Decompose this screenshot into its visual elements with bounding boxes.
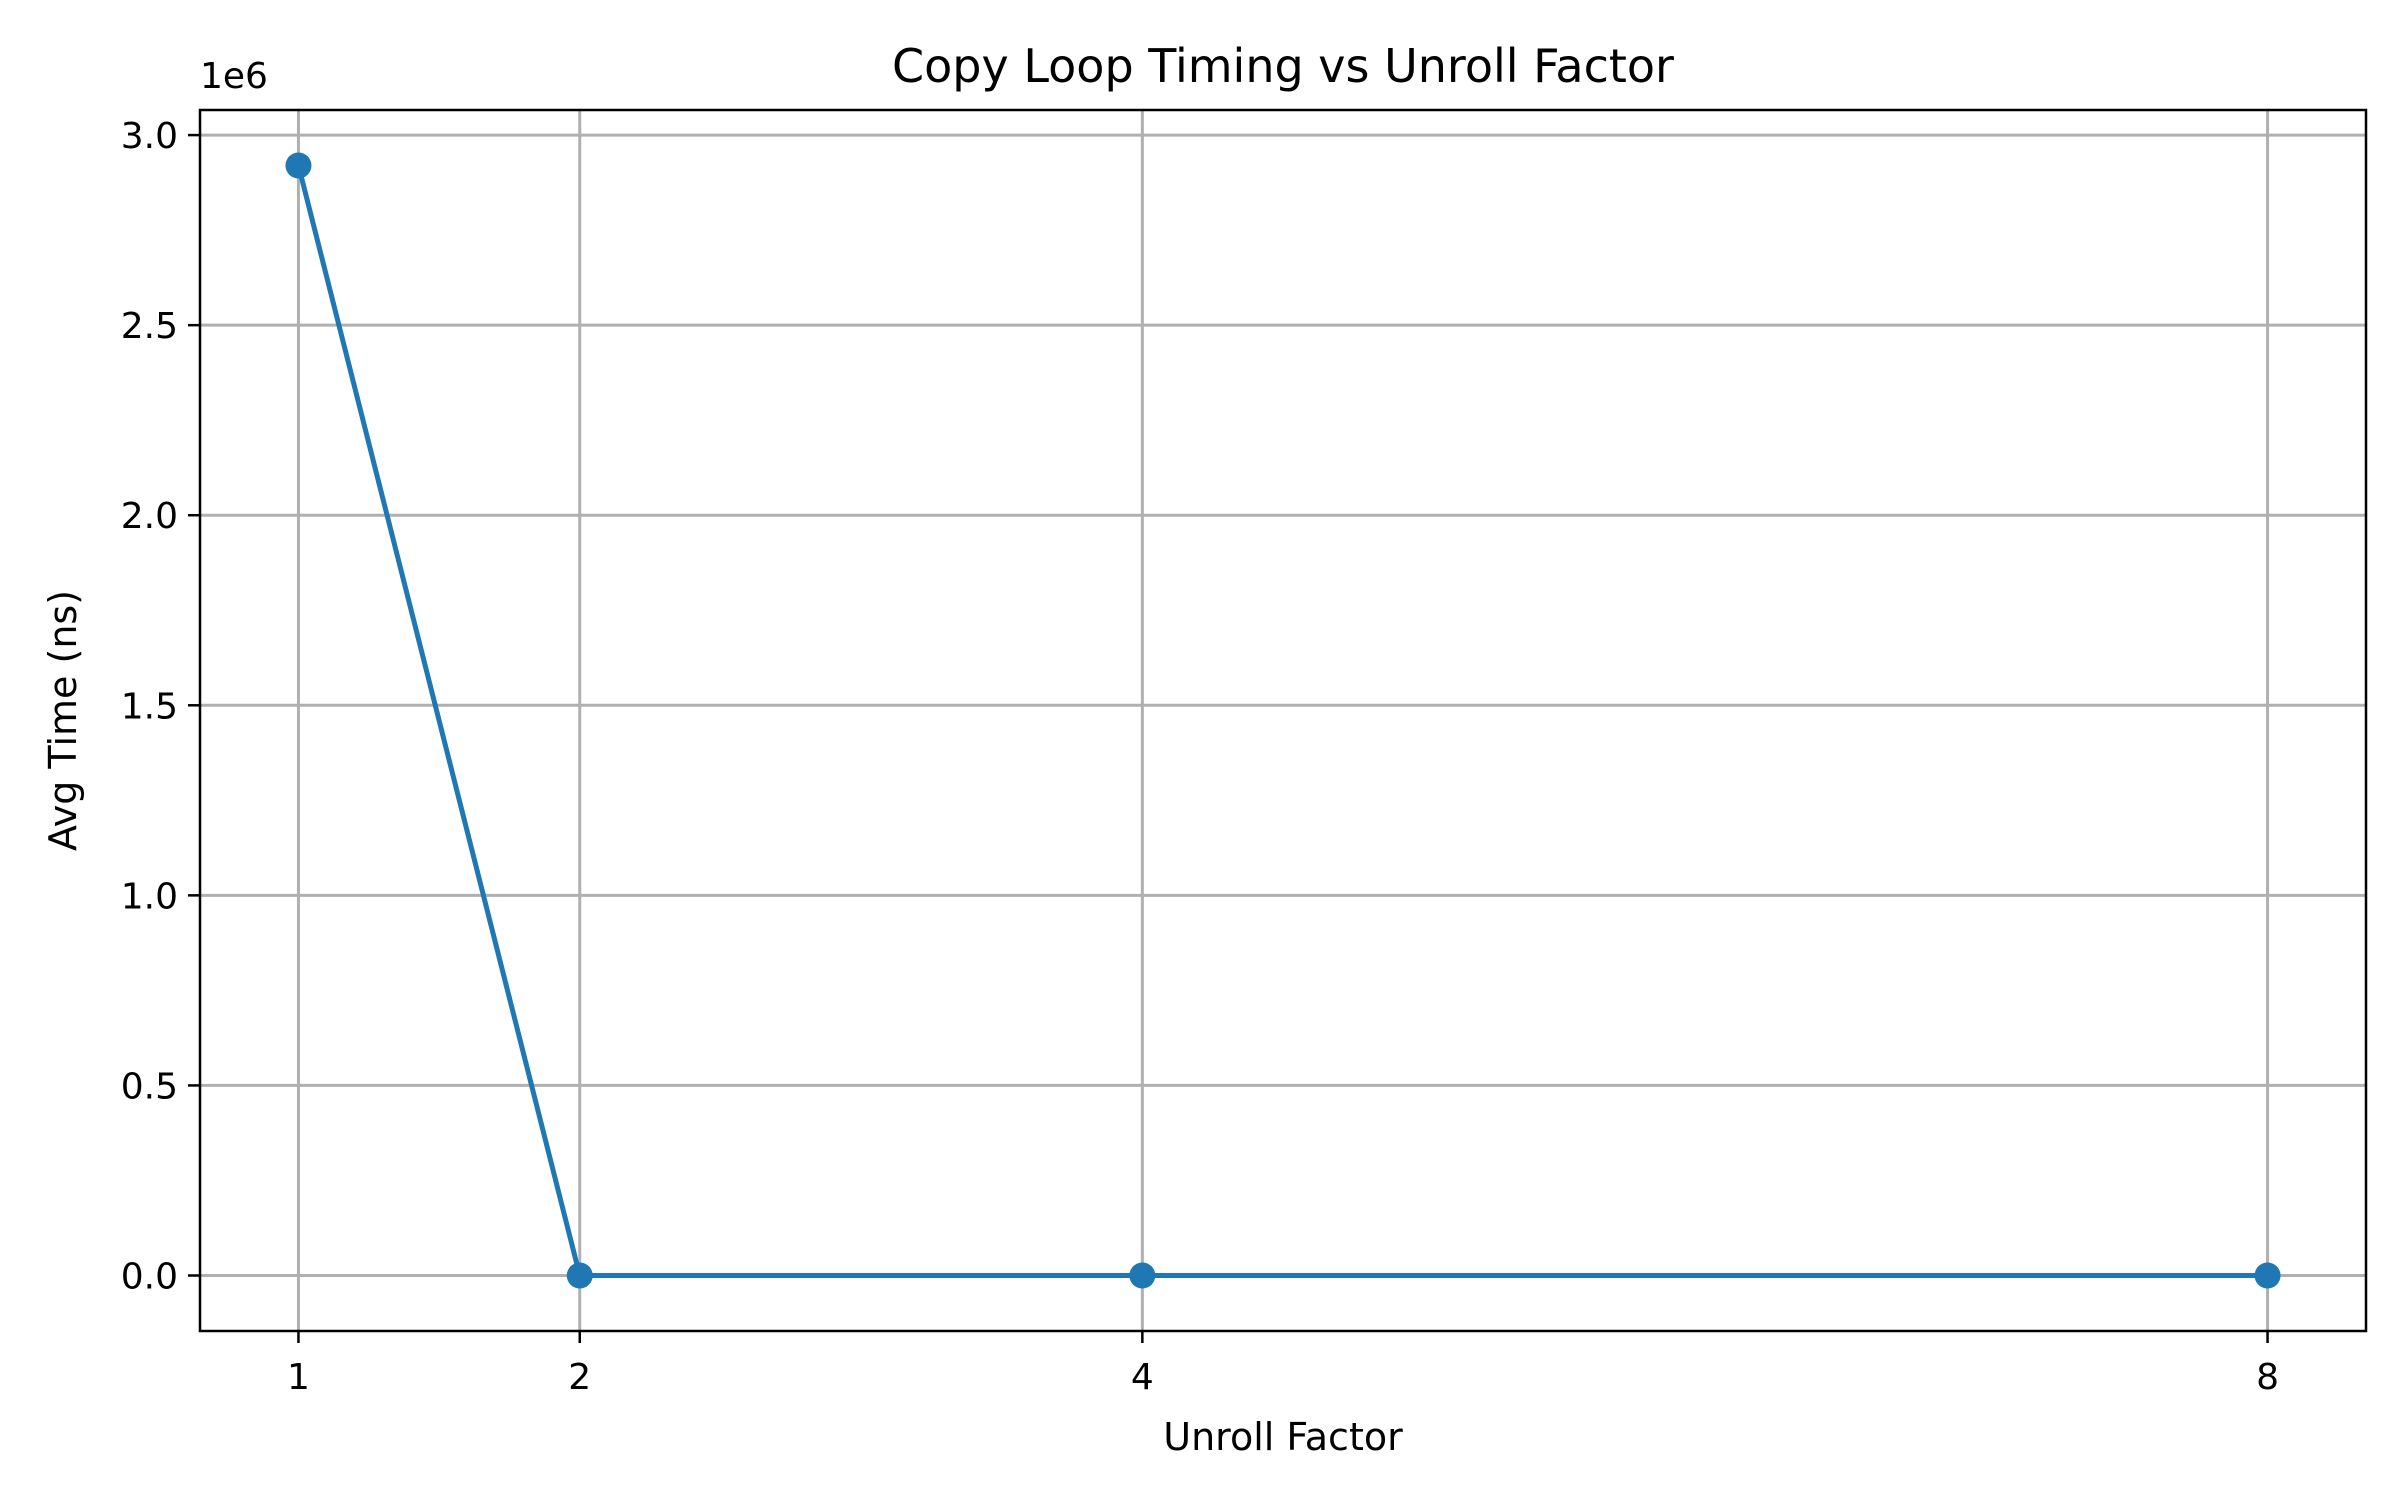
x-axis-label: Unroll Factor xyxy=(1163,1415,1403,1459)
data-point xyxy=(2254,1262,2281,1289)
data-point xyxy=(285,152,312,179)
y-tick-label: 2.0 xyxy=(121,496,178,537)
axis-ticks: 1 2 4 8 0.0 0.5 1.0 1.5 2.0 2.5 3.0 xyxy=(121,116,2279,1398)
y-axis-label: Avg Time (ns) xyxy=(41,590,85,851)
x-tick-label: 1 xyxy=(287,1357,310,1398)
data-point xyxy=(1129,1262,1156,1289)
grid-lines xyxy=(200,110,2366,1331)
series-line xyxy=(296,164,2268,1278)
plot-frame xyxy=(198,108,2368,1333)
x-tick-label: 2 xyxy=(568,1357,591,1398)
x-tick-label: 8 xyxy=(2256,1357,2279,1398)
y-tick-label: 0.5 xyxy=(121,1066,178,1107)
chart-title: Copy Loop Timing vs Unroll Factor xyxy=(892,39,1674,93)
x-tick-label: 4 xyxy=(1131,1357,1154,1398)
data-point xyxy=(566,1262,593,1289)
data-series xyxy=(285,152,2281,1289)
y-axis-offset-label: 1e6 xyxy=(200,56,268,97)
y-tick-label: 0.0 xyxy=(121,1257,178,1298)
y-tick-label: 2.5 xyxy=(121,306,178,347)
y-tick-label: 3.0 xyxy=(121,116,178,157)
y-tick-label: 1.0 xyxy=(121,876,178,917)
y-tick-label: 1.5 xyxy=(121,686,178,727)
